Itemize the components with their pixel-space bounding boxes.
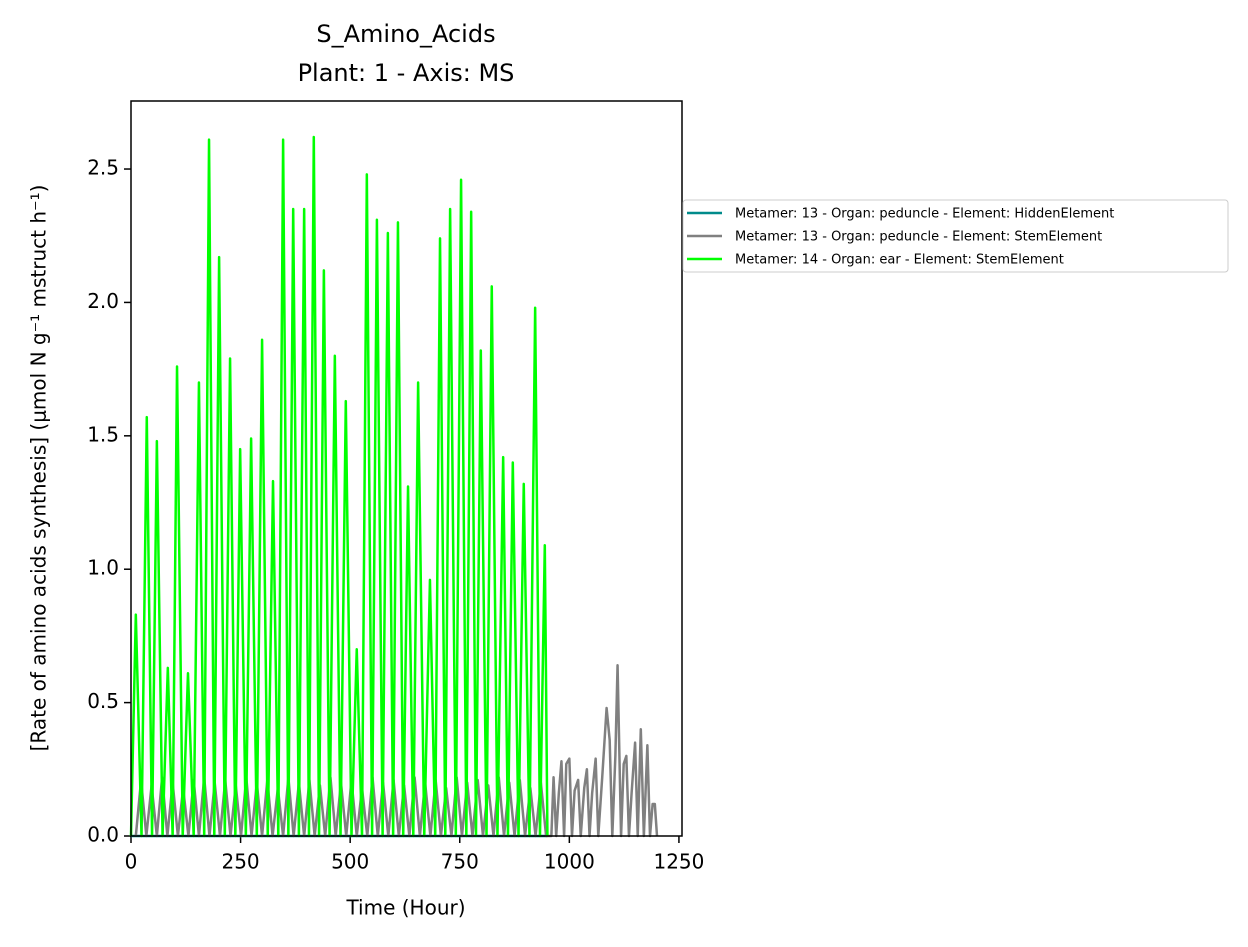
y-tick-label: 1.5 — [87, 422, 119, 446]
chart-subtitle: Plant: 1 - Axis: MS — [298, 59, 515, 87]
y-tick-label: 0.0 — [87, 823, 119, 847]
y-tick-label: 1.0 — [87, 556, 119, 580]
y-tick-label: 2.5 — [87, 156, 119, 180]
legend-label: Metamer: 13 - Organ: peduncle - Element:… — [735, 230, 1102, 245]
y-axis-label: [Rate of amino acids synthesis] (μmol N … — [27, 185, 51, 752]
legend-box — [682, 199, 1229, 273]
x-tick-label: 1000 — [544, 850, 595, 874]
legend-label: Metamer: 13 - Organ: peduncle - Element:… — [735, 207, 1114, 222]
y-tick-label: 0.5 — [87, 689, 119, 713]
chart-title: S_Amino_Acids — [316, 20, 495, 48]
plot-frame — [130, 100, 683, 837]
series-line — [129, 135, 549, 838]
x-tick-label: 250 — [221, 850, 259, 874]
x-tick-label: 1250 — [653, 850, 704, 874]
x-axis-label: Time (Hour) — [345, 896, 465, 920]
legend-label: Metamer: 14 - Organ: ear - Element: Stem… — [735, 253, 1064, 268]
x-tick-label: 500 — [331, 850, 369, 874]
y-tick-label: 2.0 — [87, 289, 119, 313]
x-tick-label: 0 — [125, 850, 138, 874]
x-tick-label: 750 — [441, 850, 479, 874]
